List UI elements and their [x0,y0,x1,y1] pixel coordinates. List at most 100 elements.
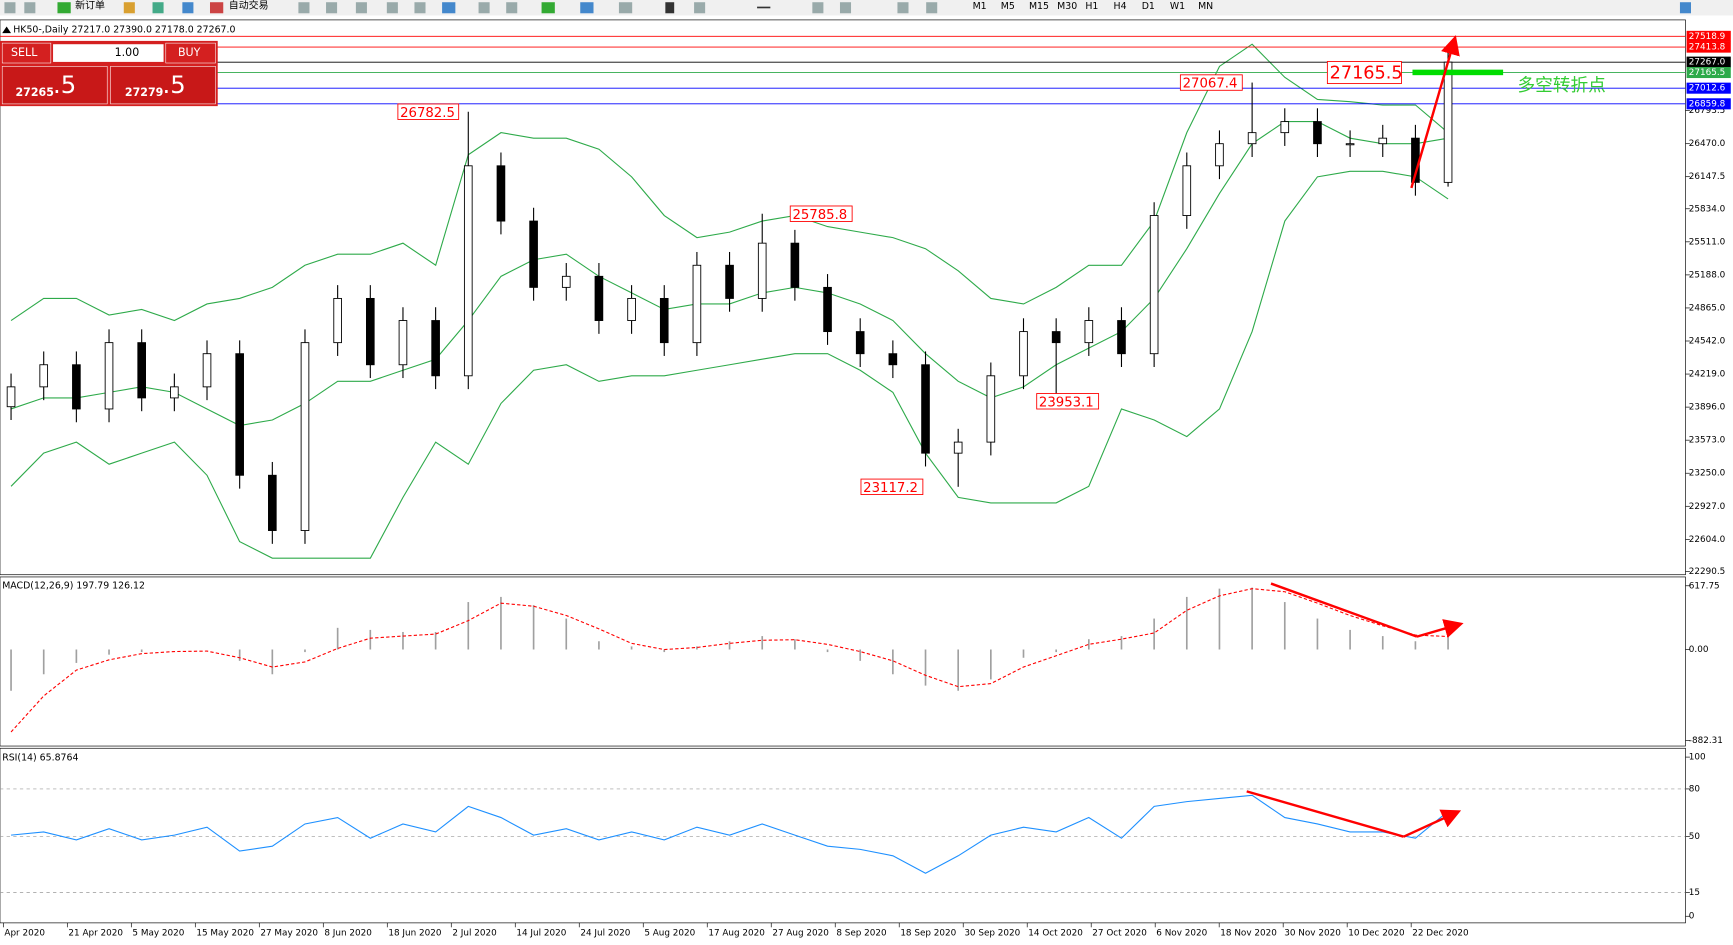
timeframe-button[interactable]: H1 [1085,1,1098,12]
candle-body [659,297,669,344]
rsi-panel [0,747,1686,924]
x-tick-label: 10 Dec 2020 [1348,928,1405,938]
price-label-box [789,205,853,222]
timeframe-button[interactable]: M1 [973,1,987,12]
y-tick-label: 25511.0 [1689,237,1726,247]
timeframes: M1 M5 M15 M30 H1 H4 D1 W1 MN [973,1,1214,12]
y-tick-label: 100 [1689,753,1706,763]
candle-body [463,165,473,377]
candle-body [300,342,310,531]
rsi-title: RSI(14) 65.8764 [2,753,78,764]
lot-input[interactable] [53,44,164,62]
level-label: 26859.8 [1689,99,1726,109]
candle-body [1149,215,1159,355]
candle-body [529,220,538,288]
timeframe-button[interactable]: D1 [1142,1,1155,12]
price-label: 23953.1 [1039,395,1094,410]
rsi-line [10,794,1449,874]
x-tick-label: 21 Apr 2020 [68,928,123,938]
level-label-bg [1686,41,1731,53]
x-tick-label: Apr 2020 [4,928,45,938]
timeframe-button[interactable]: M5 [1001,1,1015,12]
level-label: 27267.0 [1689,58,1726,68]
y-tick-label: -882.31 [1689,736,1723,746]
candle-body [496,165,506,222]
sell-button[interactable] [1,42,52,64]
candle-body [725,264,734,299]
candle-body [1182,165,1192,216]
candle-body [692,264,702,344]
level-label-bg [1686,30,1731,42]
sell-price-pips: .5 [53,70,76,99]
x-tick-label: 27 Oct 2020 [1092,928,1147,938]
x-tick-label: 30 Nov 2020 [1284,928,1341,938]
y-tick-label: 617.75 [1689,581,1720,591]
buy-button[interactable] [165,42,216,64]
timeframe-button[interactable]: M15 [1029,1,1049,12]
price-label: 27067.4 [1183,77,1238,92]
toolbar-icons [4,2,1692,14]
y-tick-label: 22927.0 [1689,502,1726,512]
arrows [1246,35,1464,838]
candle-body [1051,331,1061,344]
auto-trade-button[interactable]: 自动交易 [229,0,269,12]
candle-body [953,441,963,454]
y-tick-label: 25188.0 [1689,270,1726,280]
plots: 26793.5 26470.0 26147.5 25834.0 25511.0 25188… [0,30,1731,938]
y-tick-label: 0 [1689,912,1695,922]
timeframe-button[interactable]: M30 [1057,1,1077,12]
macd-title: MACD(12,26,9) 197.79 126.12 [2,580,145,591]
candle-body [1443,61,1453,183]
y-tick-label: 26793.5 [1689,106,1726,116]
level-label-bg [1686,82,1731,94]
timeframe-button[interactable]: W1 [1170,1,1185,12]
timeframe-button[interactable]: H4 [1114,1,1127,12]
price-label: 25785.8 [792,208,847,223]
candle-body [627,297,636,321]
y-tick-label: 80 [1689,784,1701,794]
new-order-button[interactable]: 新订单 [75,0,105,12]
candle-body [170,386,179,399]
y-tick-label: 50 [1689,832,1701,842]
x-tick-label: 5 Aug 2020 [644,928,695,938]
x-tick-label: 27 May 2020 [260,928,318,938]
x-tick-label: 8 Jun 2020 [324,928,372,938]
candle-body [1084,320,1094,344]
y-tick-label: 23896.0 [1689,403,1726,413]
x-tick-label: 22 Dec 2020 [1412,928,1469,938]
candle-body [1215,143,1224,167]
main-panel [0,19,1686,576]
x-tick-label: 2 Jul 2020 [452,928,497,938]
candle-body [1019,331,1028,377]
chart-title: HK50-,Daily 27217.0 27390.0 27178.0 2726… [13,24,235,35]
candle-body [235,353,244,476]
y-tick-label: 25834.0 [1689,204,1726,214]
sell-label: SELL [11,46,38,59]
candle-body [790,242,800,288]
price-label-box [1326,61,1402,85]
timeframe-button[interactable]: MN [1198,1,1213,12]
x-tick-label: 18 Sep 2020 [900,928,956,938]
price-label: 27165.5 [1330,64,1403,84]
x-tick-label: 14 Oct 2020 [1028,928,1083,938]
candle-body [1378,137,1388,145]
x-tick-label: 15 May 2020 [196,928,254,938]
buy-price-pips: .5 [162,70,185,99]
level-label: 27518.9 [1689,32,1726,42]
price-label-box [1179,74,1243,91]
price-label-box [397,103,460,120]
candle-body [1345,143,1355,146]
level-label: 27413.8 [1689,43,1726,53]
candle-body [921,364,930,454]
candle-body [888,353,898,366]
x-tick-label: 30 Sep 2020 [964,928,1020,938]
price-label: 26782.5 [400,106,455,121]
level-label-bg [1686,66,1731,79]
buy-label: BUY [178,46,201,59]
y-tick-label: 15 [1689,888,1700,898]
x-tick-label: 17 Aug 2020 [708,928,765,938]
candle-body [594,275,604,321]
y-tick-label: 23250.0 [1689,469,1726,479]
turning-marker [1412,69,1504,76]
